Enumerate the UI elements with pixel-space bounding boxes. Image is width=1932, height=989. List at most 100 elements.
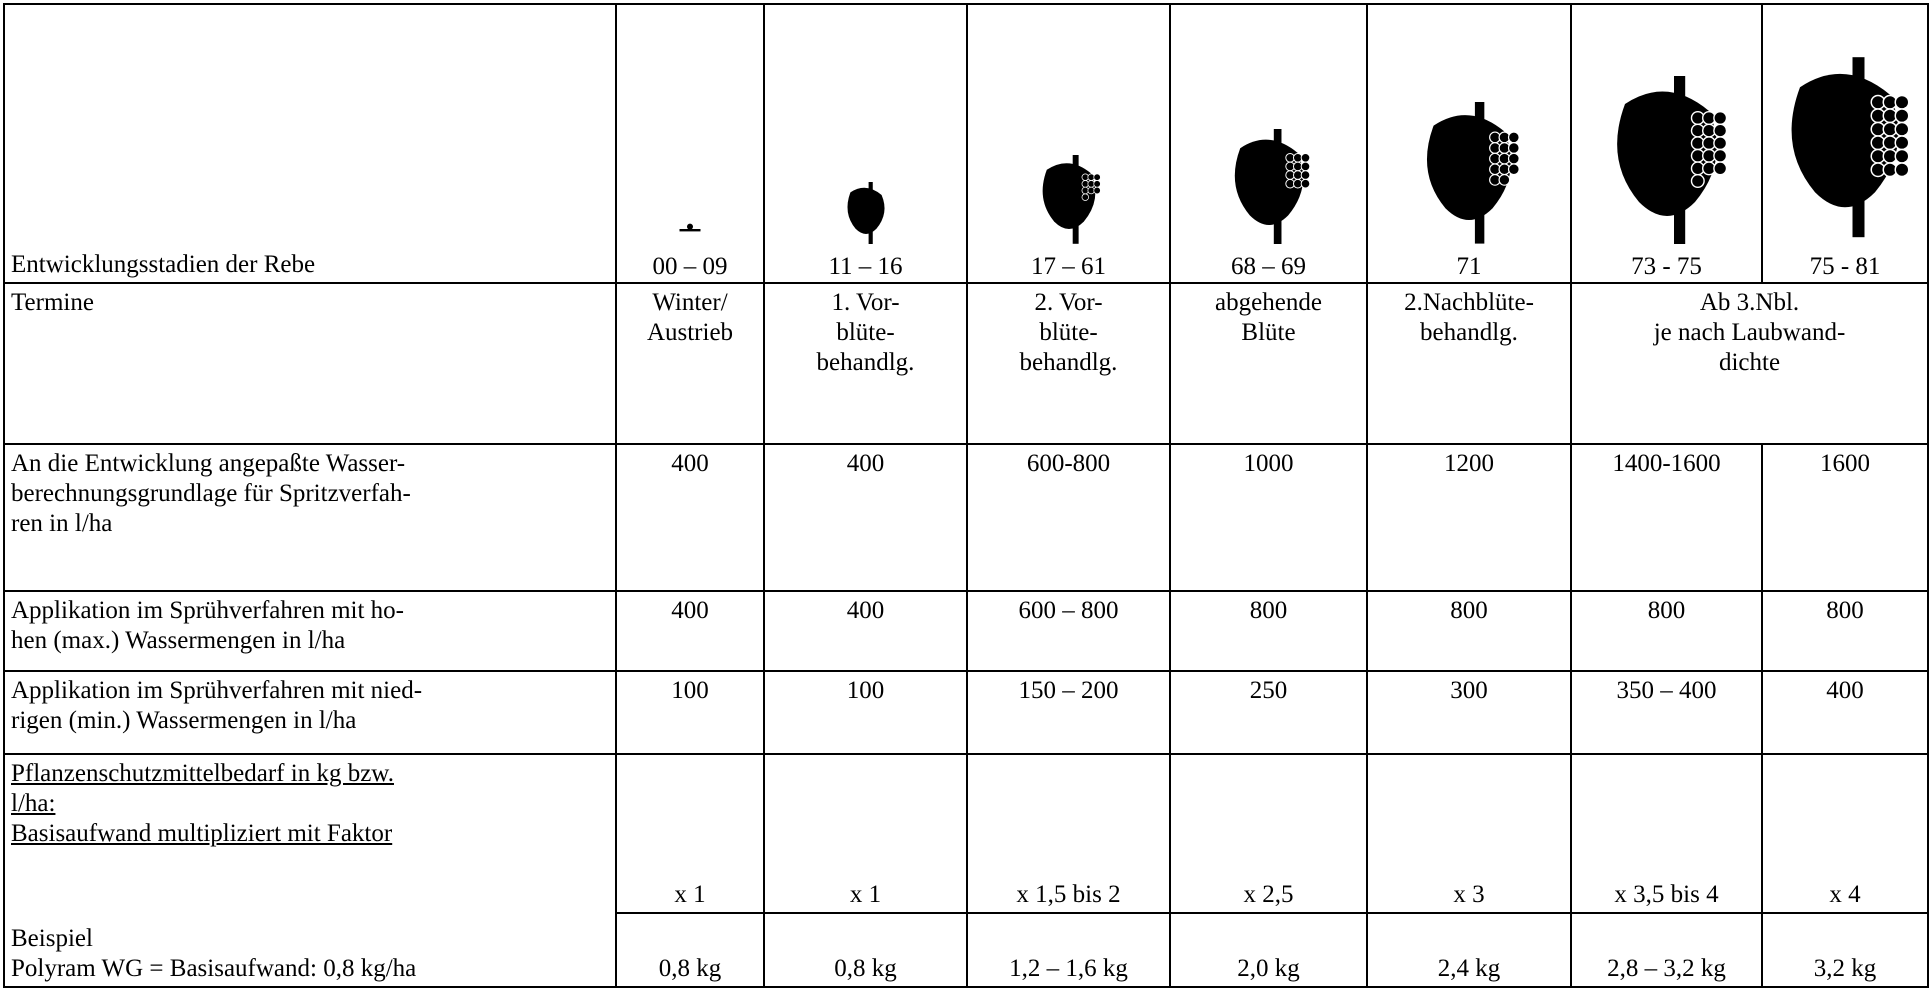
termine-cell: 2. Vor-blüte-behandlg. (967, 283, 1170, 444)
table-row: Applikation im Sprühverfahren mit ho-hen… (4, 591, 1928, 671)
factor-cell: x 1 (764, 754, 967, 913)
termine-line: blüte- (974, 318, 1163, 348)
example-label-line: Polyram WG = Basisaufwand: 0,8 kg/ha (11, 954, 609, 984)
factor-cell: x 2,5 (1170, 754, 1367, 913)
termine-line: dichte (1578, 348, 1921, 378)
value-cell: 1200 (1367, 444, 1571, 591)
factor-cell: x 4 (1762, 754, 1928, 913)
example-cell: 0,8 kg (764, 913, 967, 987)
table-row: Applikation im Sprühverfahren mit nied-r… (4, 671, 1928, 754)
termine-line: Blüte (1177, 318, 1360, 348)
value-cell: 1600 (1762, 444, 1928, 591)
row-label-line: berechnungsgrundlage für Spritzverfah- (11, 479, 609, 509)
stage-label: 73 - 75 (1631, 252, 1702, 282)
example-cell: 3,2 kg (1762, 913, 1928, 987)
row-label-cell: Applikation im Sprühverfahren mit ho-hen… (4, 591, 616, 671)
termine-cell: 1. Vor-blüte-behandlg. (764, 283, 967, 444)
factor-label: Pflanzenschutzmittelbedarf in kg bzw.l/h… (11, 759, 609, 849)
stage-label: 71 (1457, 252, 1482, 282)
factor-cell: x 3 (1367, 754, 1571, 913)
stage-illustration (820, 182, 912, 244)
document: Entwicklungsstadien der Rebe 00 – 09 11 – … (3, 3, 1929, 988)
termine-line: 1. Vor- (771, 288, 960, 318)
header-label: Entwicklungsstadien der Rebe (11, 250, 609, 280)
termine-label: Termine (11, 288, 609, 318)
value-cell: 400 (616, 591, 764, 671)
row-label-line: hen (max.) Wassermengen in l/ha (11, 626, 609, 656)
factor-label-cell: Pflanzenschutzmittelbedarf in kg bzw.l/h… (4, 754, 616, 987)
factor-cell: x 1 (616, 754, 764, 913)
factor-cell: x 3,5 bis 4 (1571, 754, 1762, 913)
stage-box: 75 - 81 (1763, 5, 1927, 282)
value-cell: 800 (1367, 591, 1571, 671)
value-cell: 250 (1170, 671, 1367, 754)
stage-box: 68 – 69 (1171, 5, 1366, 282)
value-cell: 400 (1762, 671, 1928, 754)
termine-line: behandlg. (1374, 318, 1564, 348)
stage-cell: 17 – 61 (967, 4, 1170, 283)
stage-illustration (1201, 129, 1337, 244)
row-label-cell: An die Entwicklung angepaßte Wasser-bere… (4, 444, 616, 591)
row-label-line: ren in l/ha (11, 509, 609, 539)
value-cell: 800 (1762, 591, 1928, 671)
value-cell: 400 (764, 444, 967, 591)
value-cell: 1400-1600 (1571, 444, 1762, 591)
value-cell: 600-800 (967, 444, 1170, 591)
stage-box: 11 – 16 (765, 5, 966, 282)
stage-box: 71 (1368, 5, 1570, 282)
value-cell: 800 (1170, 591, 1367, 671)
table-row: Entwicklungsstadien der Rebe 00 – 09 11 – … (4, 4, 1928, 283)
termine-line: Austrieb (623, 318, 757, 348)
label-split: Pflanzenschutzmittelbedarf in kg bzw.l/h… (11, 755, 609, 986)
stage-cell: 00 – 09 (616, 4, 764, 283)
termine-line: behandlg. (771, 348, 960, 378)
termine-cell: Winter/Austrieb (616, 283, 764, 444)
stage-label: 17 – 61 (1031, 252, 1106, 282)
example-cell: 2,0 kg (1170, 913, 1367, 987)
value-cell: 350 – 400 (1571, 671, 1762, 754)
stage-label: 11 – 16 (828, 252, 902, 282)
value-cell: 400 (616, 444, 764, 591)
row-label-line: rigen (min.) Wassermengen in l/ha (11, 706, 609, 736)
value-cell: 400 (764, 591, 967, 671)
stage-illustration (1592, 76, 1742, 244)
stage-box: 73 - 75 (1572, 5, 1761, 282)
stage-label: 68 – 69 (1231, 252, 1306, 282)
termine-line: behandlg. (974, 348, 1163, 378)
example-cell: 1,2 – 1,6 kg (967, 913, 1170, 987)
stage-cell: 73 - 75 (1571, 4, 1762, 283)
table: Entwicklungsstadien der Rebe 00 – 09 11 – … (3, 3, 1929, 988)
termine-line: blüte- (771, 318, 960, 348)
stage-box: 17 – 61 (968, 5, 1169, 282)
example-cell: 0,8 kg (616, 913, 764, 987)
value-cell: 100 (616, 671, 764, 754)
table-row: Pflanzenschutzmittelbedarf in kg bzw.l/h… (4, 754, 1928, 913)
stage-illustration (655, 208, 725, 244)
termine-line: Winter/ (623, 288, 757, 318)
example-cell: 2,8 – 3,2 kg (1571, 913, 1762, 987)
factor-label-line: Basisaufwand multipliziert mit Faktor (11, 819, 609, 849)
termine-cell: Ab 3.Nbl.je nach Laubwand-dichte (1571, 283, 1928, 444)
value-cell: 800 (1571, 591, 1762, 671)
value-cell: 600 – 800 (967, 591, 1170, 671)
stage-illustration (1394, 102, 1544, 244)
row-label-line: Applikation im Sprühverfahren mit ho- (11, 596, 609, 626)
value-cell: 150 – 200 (967, 671, 1170, 754)
stage-label: 00 – 09 (653, 252, 728, 282)
termine-line: abgehende (1177, 288, 1360, 318)
value-cell: 100 (764, 671, 967, 754)
stage-box: 00 – 09 (617, 5, 763, 282)
row-label-cell: Applikation im Sprühverfahren mit nied-r… (4, 671, 616, 754)
stage-cell: 75 - 81 (1762, 4, 1928, 283)
stage-cell: 11 – 16 (764, 4, 967, 283)
row-label-line: An die Entwicklung angepaßte Wasser- (11, 449, 609, 479)
termine-line: Ab 3.Nbl. (1578, 288, 1921, 318)
stage-label: 75 - 81 (1810, 252, 1881, 282)
header-label-cell: Entwicklungsstadien der Rebe (4, 4, 616, 283)
table-row: An die Entwicklung angepaßte Wasser-bere… (4, 444, 1928, 591)
termine-line: 2.Nachblüte- (1374, 288, 1564, 318)
factor-cell: x 1,5 bis 2 (967, 754, 1170, 913)
